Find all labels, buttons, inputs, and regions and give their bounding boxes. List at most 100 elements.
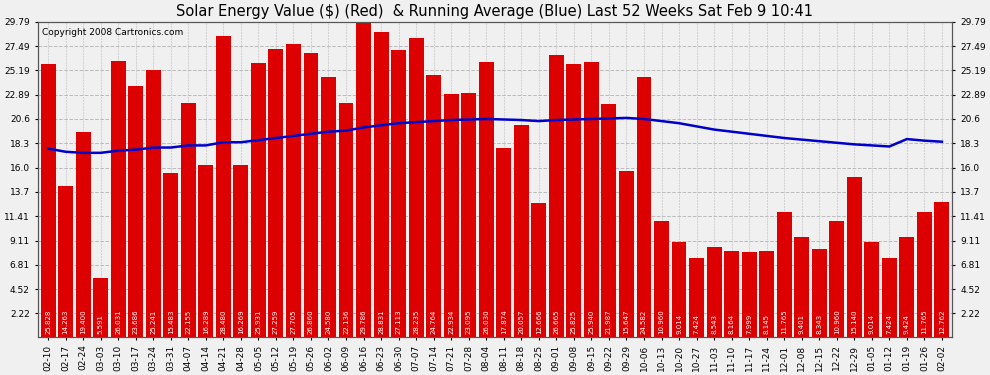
Bar (75, 132, 90, 337)
Text: 14.263: 14.263 (62, 309, 68, 334)
Text: 28.831: 28.831 (378, 309, 384, 334)
Bar (707, 246, 722, 337)
Text: 21.987: 21.987 (606, 309, 612, 334)
Text: 26.031: 26.031 (115, 309, 121, 334)
Text: 17.874: 17.874 (501, 309, 507, 334)
Text: 7.424: 7.424 (886, 314, 892, 334)
Bar (917, 213, 932, 337)
Bar (198, 165, 213, 337)
Text: 26.860: 26.860 (308, 309, 314, 334)
Text: 8.543: 8.543 (711, 314, 717, 334)
Text: 11.765: 11.765 (781, 309, 787, 334)
Text: 9.014: 9.014 (676, 314, 682, 334)
Bar (234, 165, 248, 337)
Text: 28.235: 28.235 (413, 309, 419, 334)
Text: 24.582: 24.582 (641, 309, 647, 334)
Text: 24.580: 24.580 (326, 309, 332, 334)
Bar (356, 22, 371, 337)
Bar (146, 70, 160, 337)
Text: 28.480: 28.480 (221, 309, 227, 334)
Bar (286, 44, 301, 337)
Bar (391, 50, 406, 337)
Text: 16.289: 16.289 (203, 309, 209, 334)
Text: 15.647: 15.647 (624, 309, 630, 334)
Text: 27.259: 27.259 (273, 309, 279, 334)
Bar (444, 94, 458, 337)
Text: 12.666: 12.666 (536, 309, 542, 334)
Text: 27.705: 27.705 (290, 309, 296, 334)
Bar (864, 242, 879, 337)
Text: 25.825: 25.825 (571, 309, 577, 334)
Text: 23.095: 23.095 (465, 309, 471, 334)
Bar (794, 237, 809, 337)
Text: 8.343: 8.343 (816, 314, 823, 334)
Bar (321, 77, 336, 337)
Text: 15.483: 15.483 (167, 309, 174, 334)
Bar (163, 173, 178, 337)
Bar (304, 53, 319, 337)
Bar (566, 64, 581, 337)
Bar (514, 125, 529, 337)
Text: 10.960: 10.960 (658, 309, 664, 334)
Text: 8.164: 8.164 (729, 314, 735, 334)
Bar (496, 148, 511, 337)
Bar (689, 258, 704, 337)
Bar (654, 221, 669, 337)
Bar (882, 258, 897, 337)
Text: 15.140: 15.140 (851, 309, 857, 334)
Bar (58, 186, 73, 337)
Text: 24.764: 24.764 (431, 309, 437, 334)
Text: 19.400: 19.400 (80, 309, 86, 334)
Text: 22.136: 22.136 (343, 309, 349, 334)
Bar (129, 86, 144, 337)
Text: 5.591: 5.591 (98, 314, 104, 334)
Text: 22.934: 22.934 (448, 309, 454, 334)
Text: 9.424: 9.424 (904, 314, 910, 334)
Bar (759, 251, 774, 337)
Text: 11.765: 11.765 (922, 309, 928, 334)
Text: 25.940: 25.940 (588, 309, 594, 334)
Bar (479, 62, 494, 337)
Text: 26.030: 26.030 (483, 309, 489, 334)
Bar (724, 251, 740, 337)
Bar (637, 77, 651, 337)
Bar (532, 203, 546, 337)
Text: 27.113: 27.113 (396, 309, 402, 334)
Text: 25.828: 25.828 (46, 309, 51, 334)
Bar (461, 93, 476, 337)
Bar (935, 202, 949, 337)
Text: 16.269: 16.269 (238, 309, 244, 334)
Text: 29.786: 29.786 (360, 309, 366, 334)
Text: 7.424: 7.424 (694, 314, 700, 334)
Bar (373, 32, 388, 337)
Text: 12.762: 12.762 (939, 309, 944, 334)
Bar (409, 38, 424, 337)
Bar (619, 171, 634, 337)
Bar (427, 75, 442, 337)
Bar (812, 249, 827, 337)
Bar (777, 213, 792, 337)
Text: 25.931: 25.931 (255, 309, 261, 334)
Bar (584, 63, 599, 337)
Bar (742, 252, 756, 337)
Bar (93, 278, 108, 337)
Bar (548, 55, 563, 337)
Bar (830, 221, 844, 337)
Bar (900, 237, 915, 337)
Text: 10.960: 10.960 (834, 309, 840, 334)
Bar (41, 64, 55, 337)
Bar (216, 36, 231, 337)
Bar (111, 62, 126, 337)
Text: 22.155: 22.155 (185, 309, 191, 334)
Bar (339, 103, 353, 337)
Title: Solar Energy Value ($) (Red)  & Running Average (Blue) Last 52 Weeks Sat Feb 9 1: Solar Energy Value ($) (Red) & Running A… (176, 4, 814, 19)
Bar (181, 102, 196, 337)
Text: 26.665: 26.665 (553, 309, 559, 334)
Text: 8.145: 8.145 (763, 314, 769, 334)
Bar (268, 48, 283, 337)
Text: 23.686: 23.686 (133, 309, 139, 334)
Text: 7.999: 7.999 (746, 314, 752, 334)
Bar (250, 63, 266, 337)
Bar (602, 104, 617, 337)
Text: 25.241: 25.241 (150, 309, 156, 334)
